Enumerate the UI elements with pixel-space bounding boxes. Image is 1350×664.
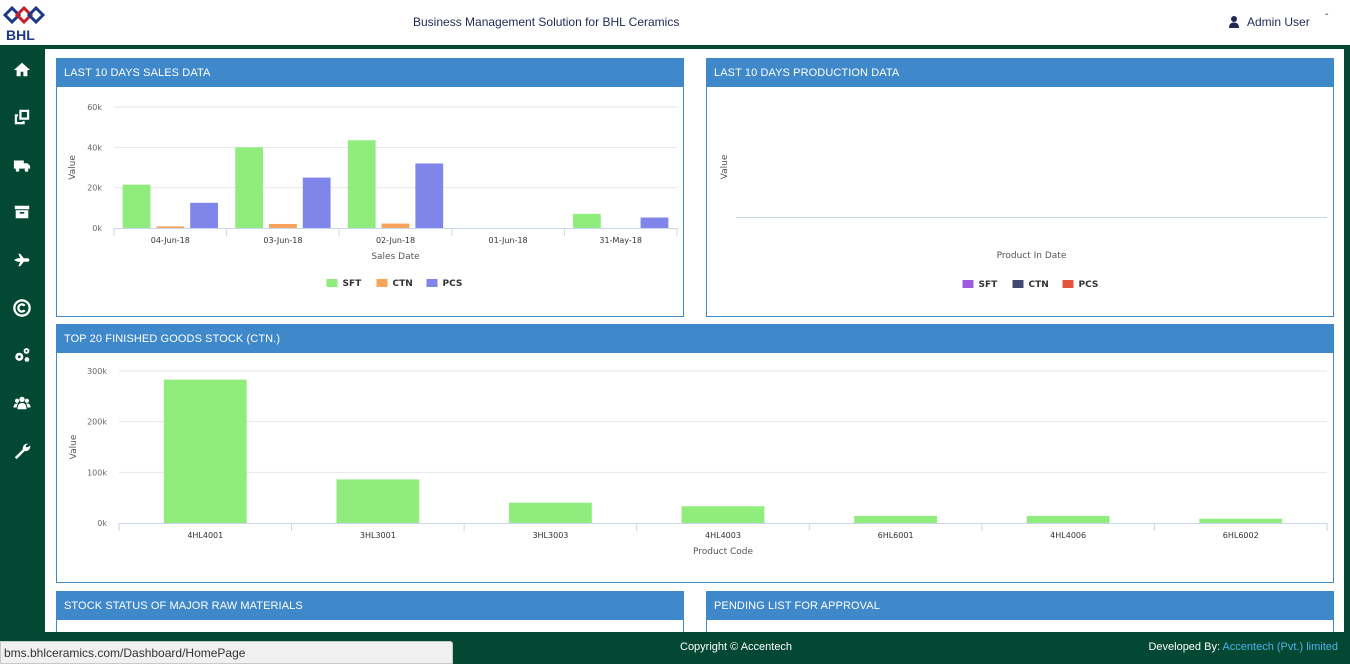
sidebar bbox=[0, 45, 45, 632]
bar bbox=[640, 217, 669, 228]
content-top-border bbox=[45, 45, 1350, 49]
bar bbox=[509, 502, 592, 523]
y-tick-label: 100k bbox=[87, 468, 107, 477]
bar bbox=[156, 226, 185, 228]
bar bbox=[302, 177, 331, 228]
x-tick-label: 6HL6001 bbox=[878, 531, 914, 540]
x-tick-label: 31-May-18 bbox=[599, 236, 642, 245]
archive-icon[interactable] bbox=[12, 202, 32, 222]
y-tick-label: 300k bbox=[87, 367, 107, 376]
x-tick-label: 4HL4006 bbox=[1050, 531, 1086, 540]
home-icon[interactable] bbox=[12, 60, 32, 80]
y-tick-label: 40k bbox=[87, 143, 102, 152]
pending-panel-title: PENDING LIST FOR APPROVAL bbox=[707, 592, 1333, 620]
status-bar-url: bms.bhlceramics.com/Dashboard/HomePage bbox=[0, 641, 453, 664]
logo-text: BHL bbox=[6, 27, 35, 43]
developer-link[interactable]: Accentech (Pvt.) limited bbox=[1222, 641, 1338, 653]
x-tick-label: 02-Jun-18 bbox=[376, 236, 415, 245]
production-panel-title: LAST 10 DAYS PRODUCTION DATA bbox=[707, 59, 1333, 87]
clone-icon[interactable] bbox=[12, 107, 32, 127]
y-tick-label: 20k bbox=[87, 184, 102, 193]
legend-swatch bbox=[1062, 280, 1074, 288]
x-tick-label: 3HL3001 bbox=[360, 531, 396, 540]
sales-panel-title: LAST 10 DAYS SALES DATA bbox=[57, 59, 683, 87]
plane-icon[interactable] bbox=[12, 250, 32, 270]
y-tick-label: 60k bbox=[87, 103, 102, 112]
bar bbox=[163, 379, 247, 523]
legend-swatch bbox=[426, 279, 438, 287]
legend-swatch bbox=[962, 280, 974, 288]
y-axis-title: Value bbox=[69, 434, 79, 459]
legend-entry: PCS bbox=[443, 279, 463, 289]
bar bbox=[122, 184, 151, 228]
content-right-border bbox=[1344, 45, 1350, 632]
x-tick-label: 4HL4001 bbox=[187, 531, 223, 540]
copyright-icon[interactable] bbox=[12, 298, 32, 318]
bar bbox=[854, 515, 937, 523]
legend-swatch bbox=[376, 279, 388, 287]
x-tick-label: 01-Jun-18 bbox=[489, 236, 528, 245]
gears-icon[interactable] bbox=[12, 345, 32, 365]
bar bbox=[681, 506, 765, 523]
x-tick-label: 3HL3003 bbox=[532, 531, 568, 540]
sales-chart: Value Sales Date 0k 20k 40k 60k 04-Jun-18 03-Ju… bbox=[68, 103, 678, 289]
bar bbox=[190, 202, 218, 228]
x-tick-label: 6HL6002 bbox=[1223, 531, 1259, 540]
user-menu[interactable]: Admin User bbox=[1247, 15, 1310, 29]
top-bar: BHL Business Management Solution for BHL… bbox=[0, 0, 1350, 45]
y-tick-label: 0k bbox=[92, 224, 102, 233]
stock-chart: Value Product Code 0k 100k 200k 300k 4HL4001 3H… bbox=[69, 367, 1328, 557]
developed-by: Developed By: Accentech (Pvt.) limited bbox=[1148, 641, 1338, 653]
production-chart: Value Product In Date SFT CTN PCS bbox=[720, 154, 1327, 290]
bar bbox=[336, 479, 420, 523]
bar bbox=[381, 223, 410, 228]
x-tick-label: 04-Jun-18 bbox=[151, 236, 190, 245]
legend-entry: SFT bbox=[979, 280, 999, 290]
bar bbox=[573, 213, 601, 228]
users-icon[interactable] bbox=[12, 393, 32, 413]
legend-entry: SFT bbox=[343, 279, 363, 289]
x-axis-title: Product Code bbox=[693, 547, 754, 557]
bar bbox=[347, 140, 376, 228]
x-axis-title: Product In Date bbox=[997, 251, 1067, 261]
wrench-icon[interactable] bbox=[12, 441, 32, 461]
legend-entry: CTN bbox=[393, 279, 413, 289]
raw-materials-panel-title: STOCK STATUS OF MAJOR RAW MATERIALS bbox=[57, 592, 683, 620]
chevron-down-icon[interactable]: ˇ bbox=[1325, 13, 1329, 24]
production-panel: LAST 10 DAYS PRODUCTION DATA Value Produc… bbox=[706, 58, 1334, 317]
stock-panel-title: TOP 20 FINISHED GOODS STOCK (CTN.) bbox=[57, 325, 1333, 353]
bar bbox=[1199, 518, 1283, 523]
x-tick-label: 03-Jun-18 bbox=[263, 236, 302, 245]
y-axis-title: Value bbox=[720, 154, 730, 179]
y-tick-label: 0k bbox=[97, 519, 107, 528]
app-title: Business Management Solution for BHL Cer… bbox=[413, 15, 680, 29]
sales-panel: LAST 10 DAYS SALES DATA Value Sales Date 0… bbox=[56, 58, 684, 317]
bar bbox=[1026, 515, 1110, 523]
y-tick-label: 200k bbox=[87, 418, 107, 427]
legend-entry: CTN bbox=[1029, 280, 1049, 290]
bar bbox=[415, 163, 444, 228]
x-tick-label: 4HL4003 bbox=[705, 531, 741, 540]
bar bbox=[269, 223, 297, 228]
legend-entry: PCS bbox=[1079, 280, 1099, 290]
stock-panel: TOP 20 FINISHED GOODS STOCK (CTN.) Value… bbox=[56, 324, 1334, 583]
legend-swatch bbox=[326, 279, 338, 287]
bhl-logo[interactable] bbox=[3, 2, 45, 44]
copyright-text: Copyright © Accentech bbox=[680, 641, 793, 653]
truck-icon[interactable] bbox=[12, 155, 32, 175]
y-axis-title: Value bbox=[68, 155, 78, 180]
legend-swatch bbox=[1012, 280, 1024, 288]
developed-by-label: Developed By: bbox=[1148, 641, 1223, 653]
x-axis-title: Sales Date bbox=[371, 252, 420, 262]
bar bbox=[235, 147, 264, 228]
user-icon bbox=[1229, 16, 1239, 28]
